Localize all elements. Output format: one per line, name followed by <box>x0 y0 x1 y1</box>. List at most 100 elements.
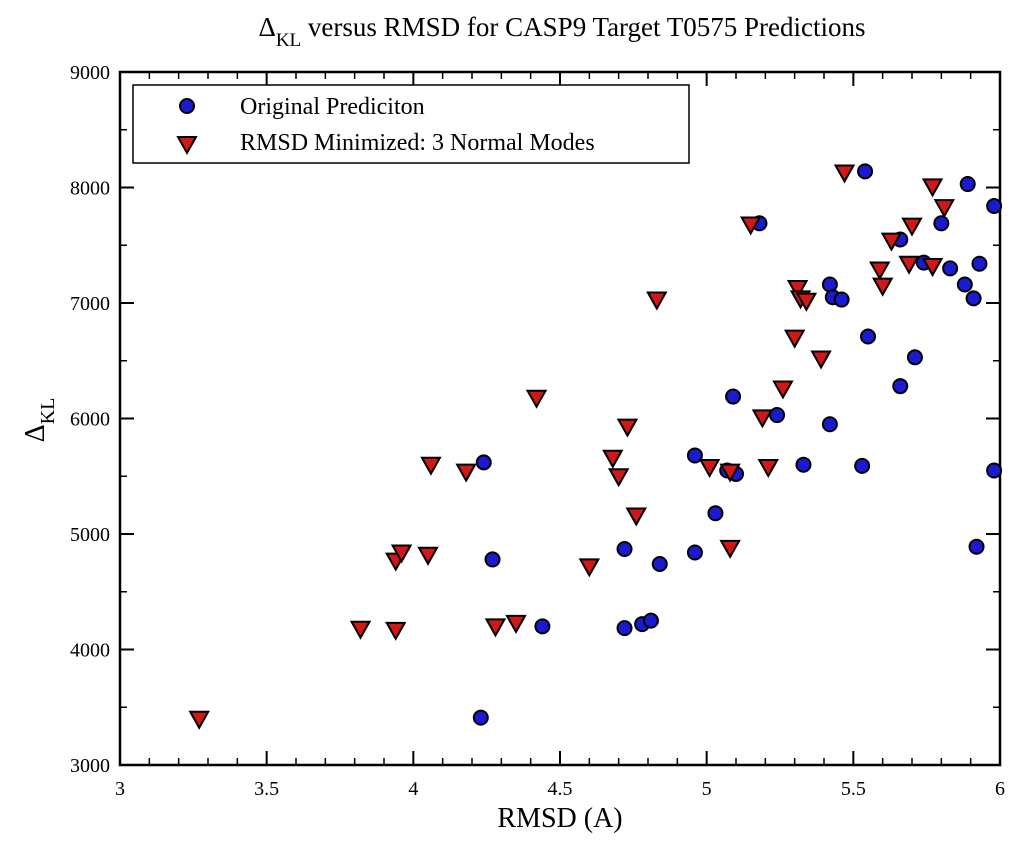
x-tick-labels: 3 3.5 4 4.5 5 5.5 6 <box>115 778 1005 800</box>
chart-title-rest: versus RMSD for CASP9 Target T0575 Predi… <box>301 12 865 42</box>
data-point-circle <box>857 163 874 180</box>
data-point-triangle <box>698 459 721 479</box>
data-point-circle <box>965 290 982 307</box>
data-point-triangle <box>719 463 741 483</box>
data-point-triangle <box>833 164 856 184</box>
x-tick-label: 3.5 <box>254 778 279 800</box>
x-axis-label: RMSD (A) <box>497 803 622 834</box>
x-tick-label: 4.5 <box>548 778 573 800</box>
chart-title-subscript: KL <box>276 30 301 51</box>
data-point-triangle <box>719 539 741 559</box>
y-tick-label: 9000 <box>70 62 110 84</box>
data-point-circle <box>725 388 742 405</box>
data-point-circle <box>534 618 551 635</box>
data-point-triangle <box>188 710 210 730</box>
data-point-triangle <box>901 217 923 237</box>
y-tick-label: 5000 <box>70 524 110 546</box>
legend-label-minimized: RMSD Minimized: 3 Normal Modes <box>240 130 595 156</box>
x-tick-label: 5.5 <box>841 778 866 800</box>
data-point-circle <box>686 447 703 464</box>
data-point-triangle <box>385 621 407 641</box>
y-axis-symbol: Δ <box>20 424 51 442</box>
data-point-circle <box>956 276 973 293</box>
x-tick-label: 6 <box>995 778 1005 800</box>
data-point-circle <box>986 462 1003 479</box>
data-point-circle <box>860 328 876 345</box>
data-point-triangle <box>646 291 668 311</box>
data-point-circle <box>942 260 959 277</box>
y-tick-label: 6000 <box>70 409 110 431</box>
data-point-triangle <box>739 216 762 236</box>
chart-title-symbol: Δ <box>258 12 275 42</box>
data-point-triangle <box>869 261 891 281</box>
data-point-triangle <box>484 618 507 638</box>
data-point-triangle <box>349 620 372 640</box>
data-point-circle <box>484 551 501 568</box>
data-point-circle <box>616 620 633 637</box>
data-point-circle <box>906 349 923 366</box>
data-point-circle <box>686 544 703 561</box>
data-point-circle <box>616 541 633 558</box>
data-point-circle <box>769 407 786 424</box>
data-point-triangle <box>602 449 624 469</box>
data-point-triangle <box>417 546 439 566</box>
data-point-circle <box>821 276 838 293</box>
data-point-triangle <box>871 277 894 297</box>
data-point-circle <box>854 457 871 474</box>
data-point-triangle <box>751 409 774 429</box>
data-point-circle <box>833 291 850 308</box>
data-point-triangle <box>921 178 944 198</box>
legend-box <box>132 84 690 164</box>
data-point-triangle <box>625 507 647 527</box>
series-original-prediction <box>472 163 1003 726</box>
data-point-circle <box>971 255 988 272</box>
y-tick-label: 4000 <box>70 640 110 662</box>
data-point-circle <box>968 538 985 555</box>
y-axis-subscript: KL <box>37 398 59 425</box>
data-point-triangle <box>898 255 920 275</box>
chart-title: ΔKL versus RMSD for CASP9 Target T0575 P… <box>258 12 865 51</box>
legend-marker-triangle <box>176 136 198 156</box>
legend-label-original: Original Prediciton <box>240 94 425 120</box>
x-tick-label: 5 <box>702 778 712 800</box>
data-point-triangle <box>607 468 630 488</box>
data-point-triangle <box>795 292 818 312</box>
data-point-circle <box>472 709 489 726</box>
data-point-triangle <box>772 380 794 400</box>
data-point-circle <box>821 416 838 433</box>
data-point-triangle <box>880 232 903 252</box>
data-point-triangle <box>525 389 548 409</box>
data-point-triangle <box>921 258 944 278</box>
y-tick-label: 7000 <box>70 293 110 315</box>
data-point-circle <box>475 454 492 471</box>
data-point-triangle <box>578 558 601 578</box>
data-point-circle <box>642 612 659 629</box>
x-tick-label: 3 <box>115 778 125 800</box>
y-axis-label-group: ΔKL <box>20 398 59 443</box>
data-point-triangle <box>616 418 639 438</box>
data-point-triangle <box>390 544 413 564</box>
data-point-triangle <box>455 463 477 483</box>
data-point-triangle <box>505 614 527 634</box>
y-tick-labels: 3000 4000 5000 6000 7000 8000 9000 <box>70 62 110 777</box>
data-point-triangle <box>420 456 442 476</box>
data-point-circle <box>651 556 668 573</box>
legend-marker-circle <box>179 98 195 114</box>
legend: Original Prediciton RMSD Minimized: 3 No… <box>132 84 690 164</box>
data-point-circle <box>707 505 724 522</box>
series-rmsd-minimized <box>188 164 955 730</box>
data-point-triangle <box>757 459 779 479</box>
data-point-circle <box>795 456 812 473</box>
data-point-triangle <box>783 329 806 349</box>
x-tick-label: 4 <box>408 778 418 800</box>
y-axis-label: ΔKL <box>20 398 59 443</box>
data-point-circle <box>933 215 950 232</box>
data-point-triangle <box>810 350 832 370</box>
data-point-triangle <box>786 279 809 300</box>
y-tick-label: 8000 <box>70 178 110 200</box>
data-point-triangle <box>933 199 955 219</box>
data-point-circle <box>986 197 1003 214</box>
axis-ticks <box>119 71 1001 766</box>
y-tick-label: 3000 <box>70 755 110 777</box>
